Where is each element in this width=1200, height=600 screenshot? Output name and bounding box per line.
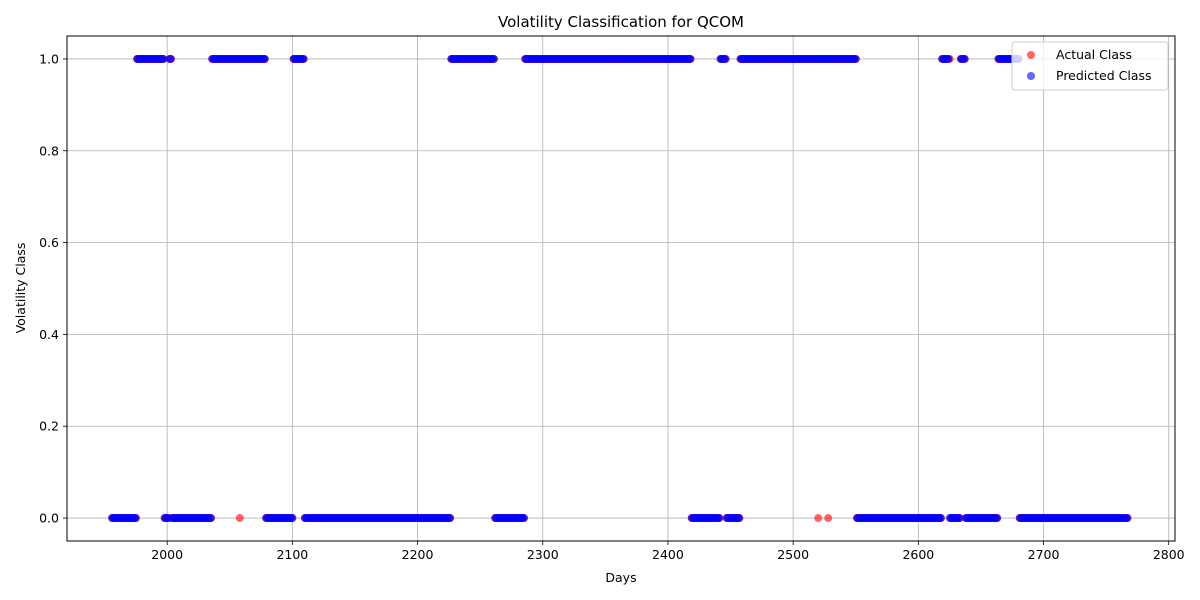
predicted-class-point xyxy=(519,514,528,523)
predicted-class-point xyxy=(944,54,953,63)
y-tick-label: 0.6 xyxy=(39,235,59,250)
plot-frame xyxy=(66,35,1176,542)
x-tick-label: 2400 xyxy=(652,547,684,562)
predicted-class-point xyxy=(735,514,744,523)
legend-actual-label: Actual Class xyxy=(1056,47,1132,62)
actual-class-point xyxy=(824,514,833,523)
x-tick-label: 2300 xyxy=(527,547,559,562)
x-tick-label: 2800 xyxy=(1153,547,1185,562)
y-axis-label: Volatility Class xyxy=(13,243,28,334)
legend-box xyxy=(1011,41,1169,91)
y-tick-label: 0.8 xyxy=(39,143,59,158)
x-tick-label: 2000 xyxy=(151,547,183,562)
predicted-class-point xyxy=(159,54,168,63)
predicted-class-point xyxy=(131,514,140,523)
x-axis-ticks: 2000 2100 2200 2300 2400 2500 2600 2700 2800 xyxy=(151,541,1185,562)
predicted-class-point xyxy=(206,514,215,523)
legend-predicted-marker xyxy=(1027,72,1035,80)
y-tick-label: 0.0 xyxy=(39,511,59,526)
predicted-class-series xyxy=(108,54,1132,523)
predicted-class-point xyxy=(260,54,269,63)
legend: Actual Class Predicted Class xyxy=(1011,41,1169,91)
x-axis-label: Days xyxy=(605,570,636,585)
actual-class-point xyxy=(235,514,244,523)
actual-class-point xyxy=(814,514,823,523)
predicted-class-point xyxy=(288,514,297,523)
predicted-class-point xyxy=(851,54,860,63)
y-tick-label: 0.2 xyxy=(39,419,59,434)
data-points xyxy=(108,54,1132,523)
predicted-class-point xyxy=(993,514,1002,523)
x-tick-label: 2200 xyxy=(402,547,434,562)
plot-area xyxy=(67,36,1175,541)
predicted-class-point xyxy=(166,54,175,63)
predicted-class-point xyxy=(721,54,730,63)
predicted-class-point xyxy=(1123,514,1132,523)
predicted-class-point xyxy=(715,514,724,523)
chart-title: Volatility Classification for QCOM xyxy=(498,13,744,31)
y-tick-label: 1.0 xyxy=(39,51,59,66)
predicted-class-point xyxy=(489,54,498,63)
predicted-class-point xyxy=(955,514,964,523)
x-tick-label: 2700 xyxy=(1028,547,1060,562)
predicted-class-point xyxy=(936,514,945,523)
x-tick-label: 2100 xyxy=(276,547,308,562)
y-tick-label: 0.4 xyxy=(39,327,59,342)
predicted-class-point xyxy=(960,54,969,63)
x-tick-label: 2600 xyxy=(902,547,934,562)
y-axis-ticks: 0.0 0.2 0.4 0.6 0.8 1.0 xyxy=(39,51,67,526)
legend-predicted-label: Predicted Class xyxy=(1056,68,1152,83)
predicted-class-point xyxy=(299,54,308,63)
legend-actual-marker xyxy=(1027,51,1035,59)
x-tick-label: 2500 xyxy=(777,547,809,562)
predicted-class-point xyxy=(446,514,455,523)
predicted-class-point xyxy=(686,54,695,63)
